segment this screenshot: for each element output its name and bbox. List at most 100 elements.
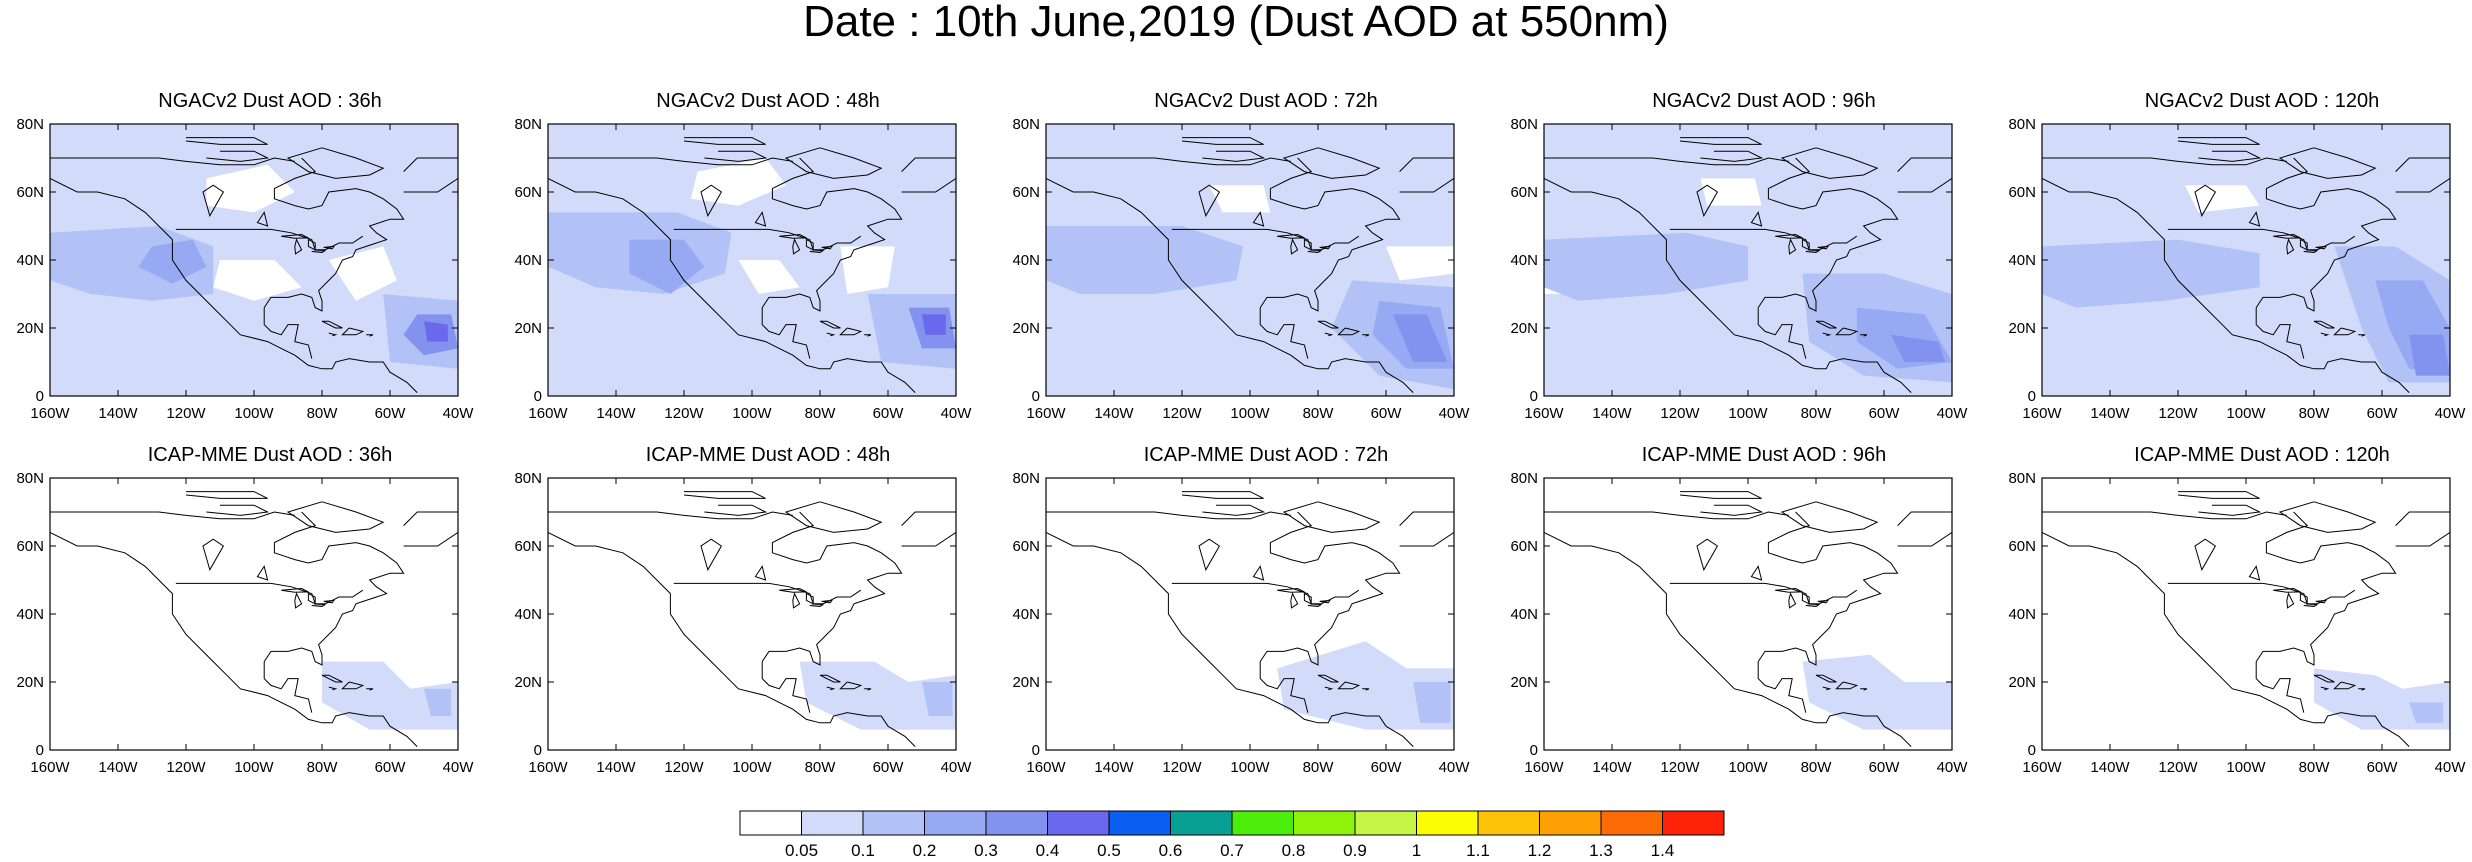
lon-tick-label: 80W xyxy=(307,759,339,776)
colorbar-swatch xyxy=(1047,810,1110,836)
colorbar-swatch xyxy=(1231,810,1294,836)
lon-tick-label: 140W xyxy=(596,405,636,422)
lat-tick-label: 20N xyxy=(2008,320,2036,337)
aod-shading xyxy=(1277,641,1454,730)
aod-clear-area xyxy=(206,164,295,213)
coastline xyxy=(1669,582,1858,605)
lat-tick-label: 40N xyxy=(2008,606,2036,623)
coastline xyxy=(185,491,268,499)
coastline xyxy=(2042,177,2410,393)
coastline xyxy=(403,511,458,547)
coastline xyxy=(901,511,956,547)
lat-tick-label: 20N xyxy=(1510,674,1538,691)
lat-tick-label: 80N xyxy=(1510,470,1538,487)
coastline xyxy=(286,501,385,533)
coastline xyxy=(1317,320,1339,329)
lon-tick-label: 60W xyxy=(1371,405,1403,422)
aod-clear-area xyxy=(840,246,895,294)
lon-tick-label: 60W xyxy=(873,759,905,776)
coastline xyxy=(1046,177,1414,393)
coastline xyxy=(2042,157,2287,166)
lake-outline xyxy=(700,538,723,572)
coastline xyxy=(1046,531,1414,747)
aod-clear-area xyxy=(1209,185,1271,213)
lon-tick-label: 80W xyxy=(307,405,339,422)
lat-tick-label: 40N xyxy=(2008,252,2036,269)
colorbar-swatch xyxy=(1662,810,1725,836)
lon-tick-label: 100W xyxy=(234,405,274,422)
coastline xyxy=(286,147,385,179)
lake-outline xyxy=(2194,538,2217,572)
aod-field xyxy=(2042,478,2450,750)
lon-tick-label: 60W xyxy=(1869,405,1901,422)
lon-tick-label: 80W xyxy=(1303,759,1335,776)
coastline xyxy=(1822,686,1832,691)
coastline xyxy=(2042,531,2410,747)
colorbar-label: 1.1 xyxy=(1466,841,1490,860)
aod-clear-area xyxy=(213,260,302,301)
lon-tick-label: 40W xyxy=(941,405,973,422)
lat-tick-label: 40N xyxy=(1012,252,1040,269)
coastline xyxy=(1835,681,1859,690)
coastline xyxy=(288,124,359,125)
lon-tick-label: 140W xyxy=(98,759,138,776)
coastline xyxy=(784,501,883,533)
lon-tick-label: 160W xyxy=(2022,405,2062,422)
lake-outline xyxy=(754,565,767,581)
lake-outline xyxy=(2248,211,2261,227)
coastline xyxy=(2177,491,2260,499)
lon-tick-label: 60W xyxy=(2367,405,2399,422)
map-panel-icap-72h: ICAP-MME Dust AOD : 72h 80N 60N 40N 20N 0 160… xyxy=(996,442,1536,787)
coastline xyxy=(50,511,295,520)
coastline xyxy=(761,157,903,312)
coastline xyxy=(1897,511,1952,547)
aod-shading xyxy=(1046,226,1244,294)
lake-outline xyxy=(809,604,824,608)
lat-tick-label: 0 xyxy=(1032,388,1040,405)
aod-shading xyxy=(799,661,956,730)
coastline xyxy=(1282,501,1381,533)
coastline xyxy=(2167,582,2356,605)
lake-outline xyxy=(1290,238,1299,255)
lake-outline xyxy=(311,604,326,608)
lon-tick-label: 60W xyxy=(873,405,905,422)
lake-outline xyxy=(1817,599,1829,604)
lake-outline xyxy=(2273,587,2301,593)
aod-shading xyxy=(2409,334,2450,376)
lake-outline xyxy=(821,599,833,604)
coastline xyxy=(1757,307,1807,359)
coastline xyxy=(901,157,956,193)
lon-tick-label: 160W xyxy=(1026,759,1066,776)
coastline xyxy=(1317,674,1339,683)
coastline xyxy=(1815,320,1837,329)
colorbar-swatch xyxy=(801,810,864,836)
colorbar-swatch xyxy=(1170,810,1233,836)
lon-tick-label: 120W xyxy=(664,759,704,776)
coastline xyxy=(50,531,418,747)
lake-outline xyxy=(2273,233,2301,239)
aod-field xyxy=(1544,124,1952,396)
coastline xyxy=(704,504,768,516)
coastline xyxy=(864,688,872,691)
aod-field xyxy=(1046,124,1454,396)
lon-tick-label: 120W xyxy=(1162,405,1202,422)
colorbar-swatch xyxy=(1600,810,1663,836)
coastline xyxy=(2313,320,2335,329)
coastline xyxy=(1860,334,1868,337)
lake-outline xyxy=(281,587,309,593)
aod-shading xyxy=(2409,702,2444,723)
lake-outline xyxy=(1303,238,1312,251)
coastline xyxy=(366,334,374,337)
coastline xyxy=(2255,307,2305,359)
lon-tick-label: 100W xyxy=(1230,759,1270,776)
coastline xyxy=(1822,332,1832,337)
aod-clear-area xyxy=(1700,178,1762,206)
coastline xyxy=(2167,228,2356,251)
lon-tick-label: 140W xyxy=(1592,759,1632,776)
coastline xyxy=(1181,137,1264,145)
coastline xyxy=(826,332,836,337)
lat-tick-label: 0 xyxy=(1530,742,1538,759)
lon-tick-label: 80W xyxy=(1801,405,1833,422)
lon-tick-label: 80W xyxy=(2299,405,2331,422)
